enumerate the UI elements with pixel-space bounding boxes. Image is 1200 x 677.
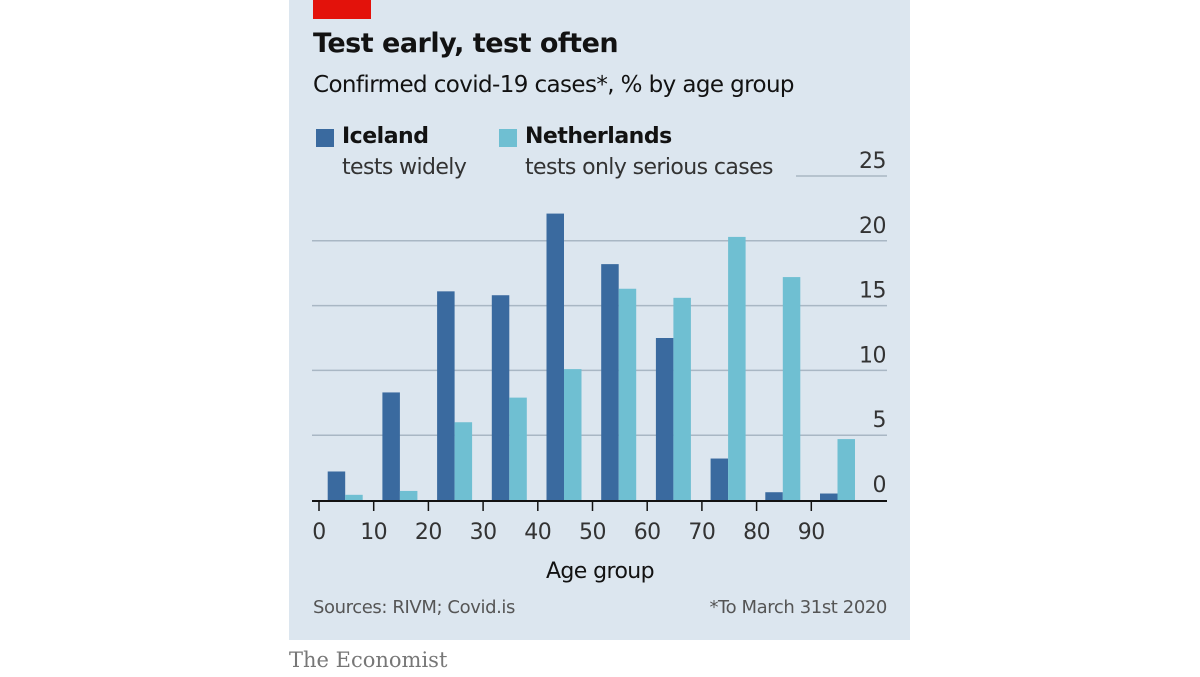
y-tick-label: 10: [859, 343, 886, 368]
economist-logo-text: The Economist: [289, 648, 448, 672]
legend-desc: tests only serious cases: [525, 155, 773, 180]
x-axis-label: Age group: [546, 559, 654, 584]
x-tick-label: 60: [634, 520, 661, 545]
source-note: Sources: RIVM; Covid.is: [313, 597, 515, 618]
x-tick-label: 40: [524, 520, 551, 545]
legend-desc: tests widely: [342, 155, 467, 180]
x-tick-label: 0: [312, 520, 326, 545]
x-tick-label: 80: [743, 520, 770, 545]
bar-iceland-70-79: [710, 458, 729, 500]
bar-iceland-50-59: [601, 264, 619, 500]
legend-swatch-iceland: [316, 129, 334, 147]
x-tick-label: 30: [470, 520, 497, 545]
x-tick-label: 10: [360, 520, 387, 545]
bar-netherlands-90+: [837, 439, 855, 500]
y-tick-label: 15: [859, 279, 886, 304]
bar-netherlands-50-59: [618, 288, 637, 500]
bar-iceland-0-9: [327, 471, 346, 500]
bar-iceland-60-69: [655, 338, 674, 500]
bar-iceland-10-19: [382, 392, 400, 500]
bar-netherlands-10-19: [399, 490, 418, 500]
chart-title: Test early, test often: [313, 28, 619, 59]
chart-subtitle: Confirmed covid-19 cases*, % by age grou…: [313, 72, 795, 98]
y-tick-label: 25: [859, 149, 886, 174]
bar-netherlands-80-89: [782, 277, 801, 500]
legend-label: Iceland: [342, 124, 429, 149]
y-tick-label: 5: [873, 408, 887, 433]
bar-netherlands-70-79: [728, 236, 746, 501]
bar-netherlands-60-69: [673, 297, 691, 500]
legend-label: Netherlands: [525, 124, 672, 149]
x-tick-label: 90: [798, 520, 825, 545]
bar-iceland-90+: [820, 493, 838, 500]
bar-iceland-30-39: [491, 295, 510, 500]
bar-iceland-20-29: [437, 291, 455, 500]
bar-netherlands-20-29: [454, 422, 473, 500]
chart-panel: [289, 0, 910, 640]
bar-netherlands-30-39: [509, 397, 527, 500]
bar-iceland-80-89: [765, 492, 783, 500]
footnote: *To March 31st 2020: [709, 597, 887, 618]
x-tick-label: 50: [579, 520, 606, 545]
x-tick-label: 70: [688, 520, 715, 545]
legend-swatch-netherlands: [499, 129, 517, 147]
y-tick-label: 20: [859, 214, 886, 239]
brand-red-tag: [313, 0, 371, 19]
bar-netherlands-0-9: [345, 494, 363, 500]
bar-iceland-40-49: [546, 213, 564, 501]
y-tick-label: 0: [873, 473, 887, 498]
bar-netherlands-40-49: [564, 369, 582, 500]
x-tick-label: 20: [415, 520, 442, 545]
